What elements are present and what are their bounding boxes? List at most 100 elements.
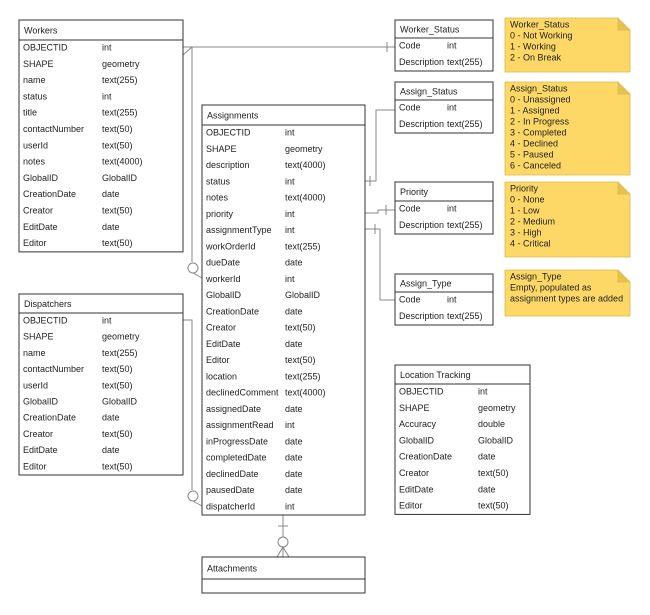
field-name: contactNumber bbox=[23, 364, 84, 374]
field-name: completedDate bbox=[206, 453, 267, 463]
connectors bbox=[182, 42, 395, 558]
field-type: text(50) bbox=[102, 364, 133, 374]
note-line: 2 - On Break bbox=[510, 52, 562, 62]
field-name: EditDate bbox=[206, 339, 241, 349]
connector bbox=[192, 272, 203, 279]
field-name: Code bbox=[399, 103, 421, 113]
field-type: int bbox=[447, 41, 457, 51]
field-name: dispatcherId bbox=[206, 501, 255, 511]
field-type: date bbox=[285, 258, 303, 268]
table-title: Priority bbox=[400, 187, 429, 197]
field-type: date bbox=[285, 453, 303, 463]
field-name: status bbox=[23, 91, 48, 101]
field-name: GlobalID bbox=[399, 435, 435, 445]
field-type: text(255) bbox=[285, 371, 321, 381]
field-type: date bbox=[285, 485, 303, 495]
field-type: date bbox=[285, 404, 303, 414]
note-fold bbox=[617, 82, 630, 95]
field-name: declinedComment bbox=[206, 388, 279, 398]
field-name: priority bbox=[206, 209, 234, 219]
note-line: Assign_Status bbox=[510, 83, 568, 93]
note-fold bbox=[617, 182, 630, 195]
field-name: CreationDate bbox=[23, 189, 76, 199]
table-title: Dispatchers bbox=[24, 299, 72, 309]
field-name: notes bbox=[206, 193, 229, 203]
connector-circle bbox=[277, 536, 289, 548]
field-name: assignmentType bbox=[206, 225, 272, 235]
note-line: 4 - Critical bbox=[510, 238, 551, 248]
table-title: Workers bbox=[24, 25, 58, 35]
table-title: Worker_Status bbox=[400, 24, 460, 34]
field-name: assignedDate bbox=[206, 404, 261, 414]
field-type: geometry bbox=[285, 144, 323, 154]
field-name: userId bbox=[23, 140, 48, 150]
field-type: int bbox=[102, 91, 112, 101]
table-body bbox=[18, 39, 184, 253]
note-line: 6 - Canceled bbox=[510, 160, 561, 170]
field-type: GlobalID bbox=[285, 290, 321, 300]
field-type: date bbox=[285, 339, 303, 349]
field-type: text(50) bbox=[102, 461, 133, 471]
field-type: text(50) bbox=[102, 140, 133, 150]
field-type: date bbox=[102, 445, 120, 455]
field-type: int bbox=[285, 209, 295, 219]
note-line: 0 - Unassigned bbox=[510, 94, 571, 104]
field-type: date bbox=[285, 306, 303, 316]
field-name: Editor bbox=[399, 501, 423, 511]
connector bbox=[365, 228, 395, 301]
field-name: Code bbox=[399, 204, 421, 214]
field-type: date bbox=[102, 413, 120, 423]
field-type: text(255) bbox=[102, 108, 138, 118]
note bbox=[504, 17, 631, 73]
field-type: int bbox=[447, 204, 457, 214]
field-name: Accuracy bbox=[399, 419, 437, 429]
field-name: CreationDate bbox=[23, 413, 76, 423]
note-line: Priority bbox=[510, 183, 539, 193]
field-name: workerId bbox=[205, 274, 241, 284]
field-name: notes bbox=[23, 157, 46, 167]
note-line: 3 - Completed bbox=[510, 127, 567, 137]
table-title: Attachments bbox=[207, 563, 258, 573]
field-type: text(50) bbox=[102, 238, 133, 248]
field-type: text(50) bbox=[478, 501, 509, 511]
field-name: CreationDate bbox=[399, 452, 452, 462]
field-name: Creator bbox=[23, 429, 53, 439]
note-line: 2 - Medium bbox=[510, 216, 555, 226]
field-type: double bbox=[478, 419, 505, 429]
field-type: GlobalID bbox=[102, 173, 138, 183]
field-name: OBJECTID bbox=[23, 43, 68, 53]
field-name: status bbox=[206, 176, 231, 186]
field-type: date bbox=[102, 189, 120, 199]
field-name: GlobalID bbox=[206, 290, 242, 300]
note-line: 3 - High bbox=[510, 227, 542, 237]
table-body bbox=[394, 200, 494, 235]
field-name: GlobalID bbox=[23, 396, 59, 406]
table-body bbox=[394, 37, 494, 72]
field-type: text(4000) bbox=[285, 193, 326, 203]
field-type: int bbox=[102, 315, 112, 325]
field-name: declinedDate bbox=[206, 469, 259, 479]
note-fold bbox=[617, 270, 630, 283]
field-name: Description bbox=[399, 311, 444, 321]
field-type: int bbox=[102, 43, 112, 53]
field-type: geometry bbox=[102, 59, 140, 69]
field-type: text(50) bbox=[102, 429, 133, 439]
field-name: name bbox=[23, 75, 46, 85]
field-name: inProgressDate bbox=[206, 436, 268, 446]
field-type: date bbox=[478, 452, 496, 462]
note-line: 5 - Paused bbox=[510, 149, 554, 159]
note-line: Worker_Status bbox=[510, 19, 570, 29]
field-type: int bbox=[285, 128, 295, 138]
field-type: date bbox=[478, 484, 496, 494]
note bbox=[504, 81, 631, 176]
field-name: OBJECTID bbox=[399, 387, 444, 397]
field-type: text(255) bbox=[447, 220, 483, 230]
table-title: Assign_Status bbox=[400, 86, 458, 96]
connector bbox=[365, 109, 395, 182]
field-type: date bbox=[102, 222, 120, 232]
field-type: text(4000) bbox=[285, 160, 326, 170]
field-type: text(50) bbox=[478, 468, 509, 478]
field-name: CreationDate bbox=[206, 306, 259, 316]
field-name: pausedDate bbox=[206, 485, 255, 495]
